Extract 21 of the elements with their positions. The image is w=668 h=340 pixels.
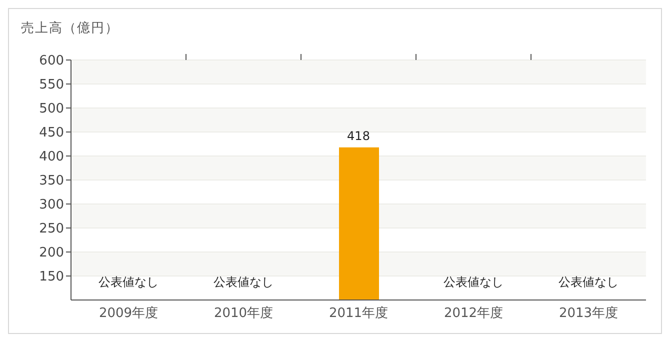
data-label: 418 bbox=[346, 128, 371, 143]
y-tick-label: 600 bbox=[39, 54, 64, 69]
text: 公表値なし bbox=[214, 275, 274, 289]
x-tick-label: 2012年度 bbox=[444, 305, 504, 322]
y-tick-label: 550 bbox=[39, 78, 64, 93]
y-tick-label: 400 bbox=[39, 150, 64, 165]
y-tick-label: 350 bbox=[39, 174, 64, 189]
text: 公表値なし bbox=[558, 275, 618, 289]
y-tick-label: 200 bbox=[39, 246, 64, 261]
x-tick-label: 2009年度 bbox=[98, 305, 158, 322]
y-tick-label: 500 bbox=[39, 102, 64, 117]
text: 公表値なし bbox=[444, 275, 504, 289]
y-tick-label: 250 bbox=[39, 222, 64, 237]
y-tick-label: 450 bbox=[39, 126, 64, 141]
x-tick-label: 2011年度 bbox=[328, 305, 388, 322]
y-tick-label: 150 bbox=[39, 270, 64, 285]
y-axis-title: 売上高（億円） bbox=[21, 20, 119, 37]
x-tick-label: 2010年度 bbox=[214, 305, 274, 322]
text: 公表値なし bbox=[98, 275, 158, 289]
y-tick-label: 300 bbox=[39, 198, 64, 213]
x-tick-label: 2013年度 bbox=[558, 305, 618, 322]
